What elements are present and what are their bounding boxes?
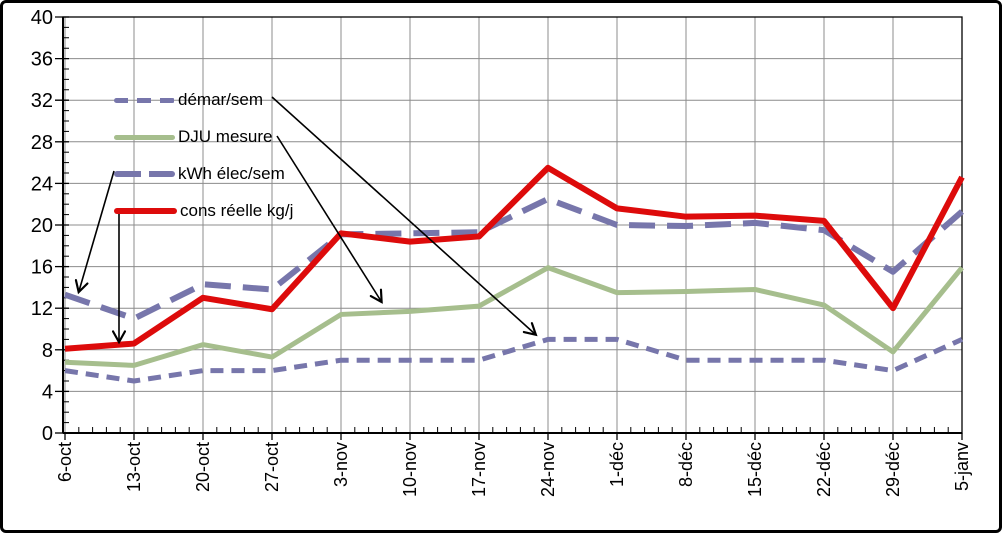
x-axis-label: 22-déc [814,442,834,497]
y-axis-label: 20 [31,215,53,237]
series-line-kwh-lec-sem [64,196,964,322]
series-line-dju-mesure [64,265,964,368]
y-axis-label: 40 [31,7,53,29]
label-layer: 0 4 8 12 16 20 24 28 32 36 40 6-oct 13-oct 20-oct 27-o… [31,7,972,497]
axis-layer [55,16,963,440]
x-axis-label: 1-déc [607,442,627,487]
y-axis-label: 8 [42,340,53,362]
annotation-arrow-to-kwh-lec-sem [74,170,115,295]
x-axis-label: 27-oct [262,442,282,492]
y-axis-label: 36 [31,49,53,71]
chart-svg: 0 4 8 12 16 20 24 28 32 36 40 6-oct 13-oct 20-oct 27-o… [31,7,972,497]
grid-layer [63,16,963,433]
x-axis-label: 3-nov [331,442,351,487]
y-axis-label: 28 [31,132,53,154]
y-axis-label: 16 [31,257,53,279]
annotation-arrow-to-d-mar-sem [271,96,538,337]
annotation-arrow-to-dju-mesure [276,135,383,304]
x-axis-label: 10-nov [400,442,420,497]
y-axis-label: 0 [42,423,53,445]
x-axis-label: 29-déc [883,442,903,497]
y-axis-label: 32 [31,90,53,112]
series-line-d-mar-sem [64,336,964,384]
x-axis-label: 15-déc [745,442,765,497]
x-axis-label: 6-oct [55,442,75,482]
x-axis-label: 17-nov [469,442,489,497]
annotation-layer [74,96,538,345]
y-axis-label: 4 [42,381,53,403]
y-axis-label: 24 [31,173,53,195]
x-axis-label: 24-nov [538,442,558,497]
series-layer [64,164,965,384]
x-axis-label: 13-oct [124,442,144,492]
series-line-cons-r-elle-kg-j [64,164,965,352]
x-axis-label: 20-oct [193,442,213,492]
x-axis-label: 8-déc [676,442,696,487]
x-axis-label: 5-janv [952,442,972,491]
y-axis-label: 12 [31,298,53,320]
